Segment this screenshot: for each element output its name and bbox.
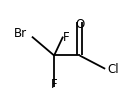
Text: Br: Br	[14, 27, 27, 40]
Text: F: F	[63, 31, 70, 44]
Text: O: O	[75, 18, 84, 31]
Text: F: F	[51, 78, 57, 91]
Text: Cl: Cl	[107, 63, 119, 76]
